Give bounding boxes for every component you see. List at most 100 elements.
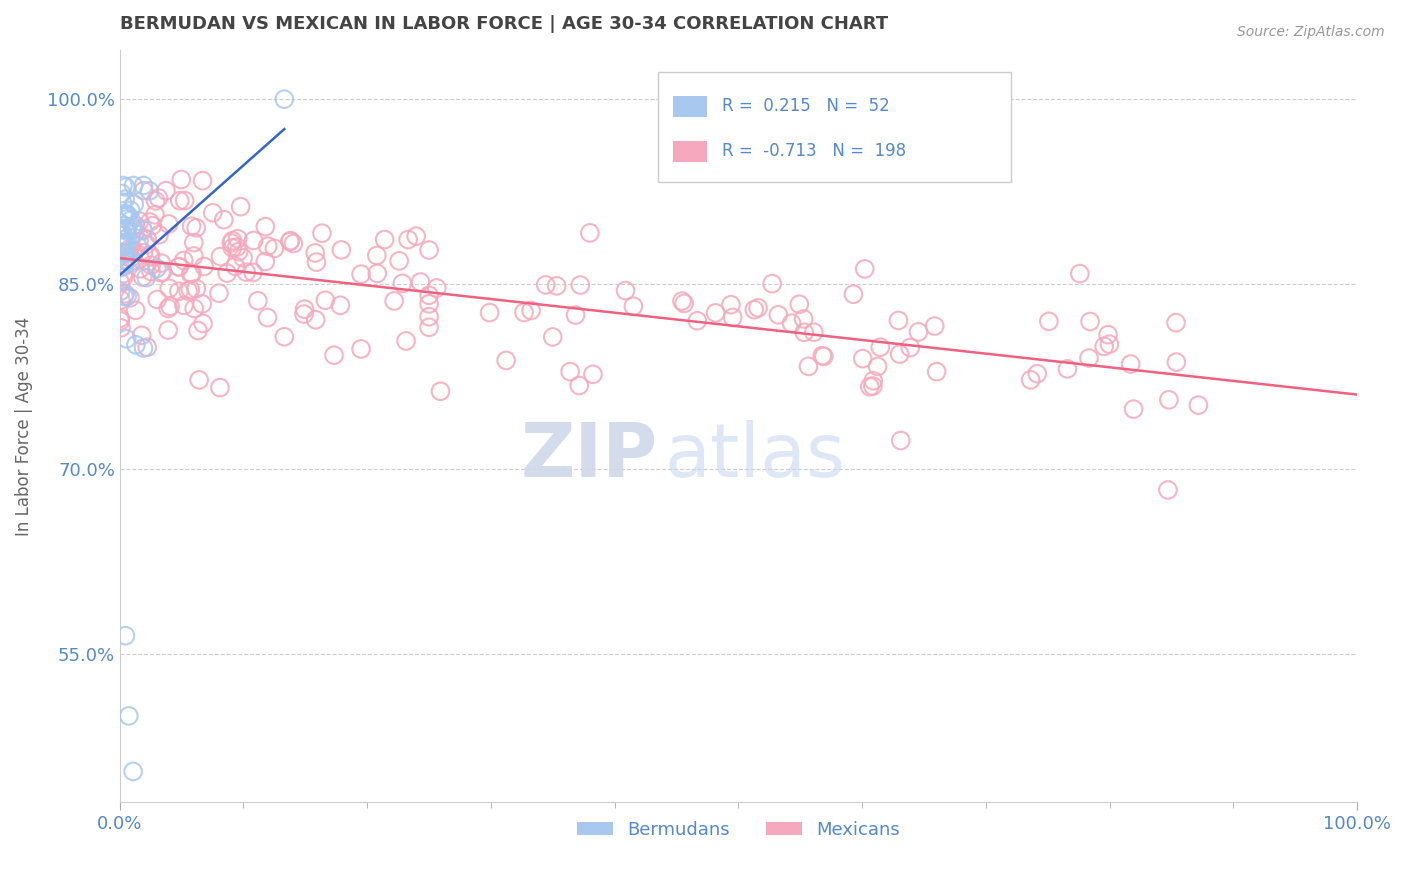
Point <box>1157 483 1180 497</box>
Point <box>122 178 145 193</box>
Point <box>787 297 810 311</box>
Point <box>721 310 744 325</box>
Point <box>742 302 765 317</box>
Point <box>797 359 820 374</box>
Point <box>235 265 257 279</box>
Point <box>314 293 336 308</box>
FancyBboxPatch shape <box>658 72 1011 181</box>
Point <box>110 314 132 328</box>
Point <box>114 192 136 206</box>
Point <box>112 270 135 285</box>
Point <box>391 277 413 291</box>
Point <box>115 209 138 223</box>
Point <box>121 219 143 234</box>
Point <box>1038 314 1060 328</box>
Point <box>114 257 136 271</box>
Point <box>148 227 170 242</box>
Point <box>429 384 451 399</box>
Point <box>115 221 138 235</box>
Point <box>117 235 139 249</box>
Point <box>621 299 644 313</box>
Point <box>405 229 427 244</box>
Point <box>112 260 135 274</box>
Point <box>111 235 134 250</box>
Point <box>862 379 884 393</box>
Point <box>254 254 277 268</box>
Point <box>671 294 693 309</box>
Point <box>224 260 246 274</box>
Point <box>273 330 295 344</box>
Point <box>132 222 155 236</box>
Point <box>304 246 326 260</box>
Point <box>180 219 202 234</box>
Point <box>366 248 388 262</box>
Point <box>122 197 145 211</box>
Point <box>395 334 418 348</box>
Point <box>541 330 564 344</box>
Point <box>388 253 411 268</box>
Point <box>558 365 581 379</box>
Point <box>183 301 205 316</box>
Point <box>169 194 191 208</box>
Point <box>150 256 173 270</box>
Text: R =  0.215   N =  52: R = 0.215 N = 52 <box>723 97 890 115</box>
Point <box>131 328 153 343</box>
Point <box>1069 267 1091 281</box>
Point <box>136 232 159 246</box>
Point <box>114 245 136 260</box>
Point <box>152 265 174 279</box>
Point <box>124 219 146 233</box>
Point <box>208 381 231 395</box>
Point <box>121 245 143 260</box>
Point <box>125 338 148 352</box>
Point <box>108 216 131 230</box>
Point <box>495 353 517 368</box>
Point <box>803 325 825 339</box>
Point <box>186 220 208 235</box>
Point <box>1097 327 1119 342</box>
Point <box>614 284 637 298</box>
Point <box>122 253 145 268</box>
Point <box>187 324 209 338</box>
Point <box>110 249 132 263</box>
Point <box>1078 314 1101 328</box>
FancyBboxPatch shape <box>673 141 707 162</box>
Point <box>117 208 139 222</box>
FancyBboxPatch shape <box>673 95 707 117</box>
Point <box>273 92 295 106</box>
Point <box>842 287 865 301</box>
Point <box>120 213 142 227</box>
Point <box>118 291 141 305</box>
Point <box>111 207 134 221</box>
Point <box>183 249 205 263</box>
Point <box>108 311 131 326</box>
Point <box>382 293 405 308</box>
Point <box>167 260 190 274</box>
Point <box>128 214 150 228</box>
Text: ZIP: ZIP <box>520 419 658 492</box>
Point <box>889 347 911 361</box>
Point <box>146 293 169 307</box>
Point <box>924 319 946 334</box>
Point <box>520 303 543 318</box>
Point <box>181 267 204 281</box>
Point <box>157 281 180 295</box>
Point <box>157 217 180 231</box>
Point <box>1092 339 1115 353</box>
Point <box>143 208 166 222</box>
Point <box>852 351 875 366</box>
Point <box>139 215 162 229</box>
Point <box>1119 357 1142 371</box>
Point <box>170 172 193 186</box>
Point <box>311 226 333 240</box>
Point <box>132 245 155 260</box>
Point <box>191 174 214 188</box>
Point <box>110 293 132 307</box>
Point <box>704 306 727 320</box>
Point <box>780 316 803 330</box>
Point <box>118 709 141 723</box>
Point <box>135 237 157 252</box>
Point <box>569 278 592 293</box>
Point <box>193 260 215 274</box>
Point <box>1098 337 1121 351</box>
